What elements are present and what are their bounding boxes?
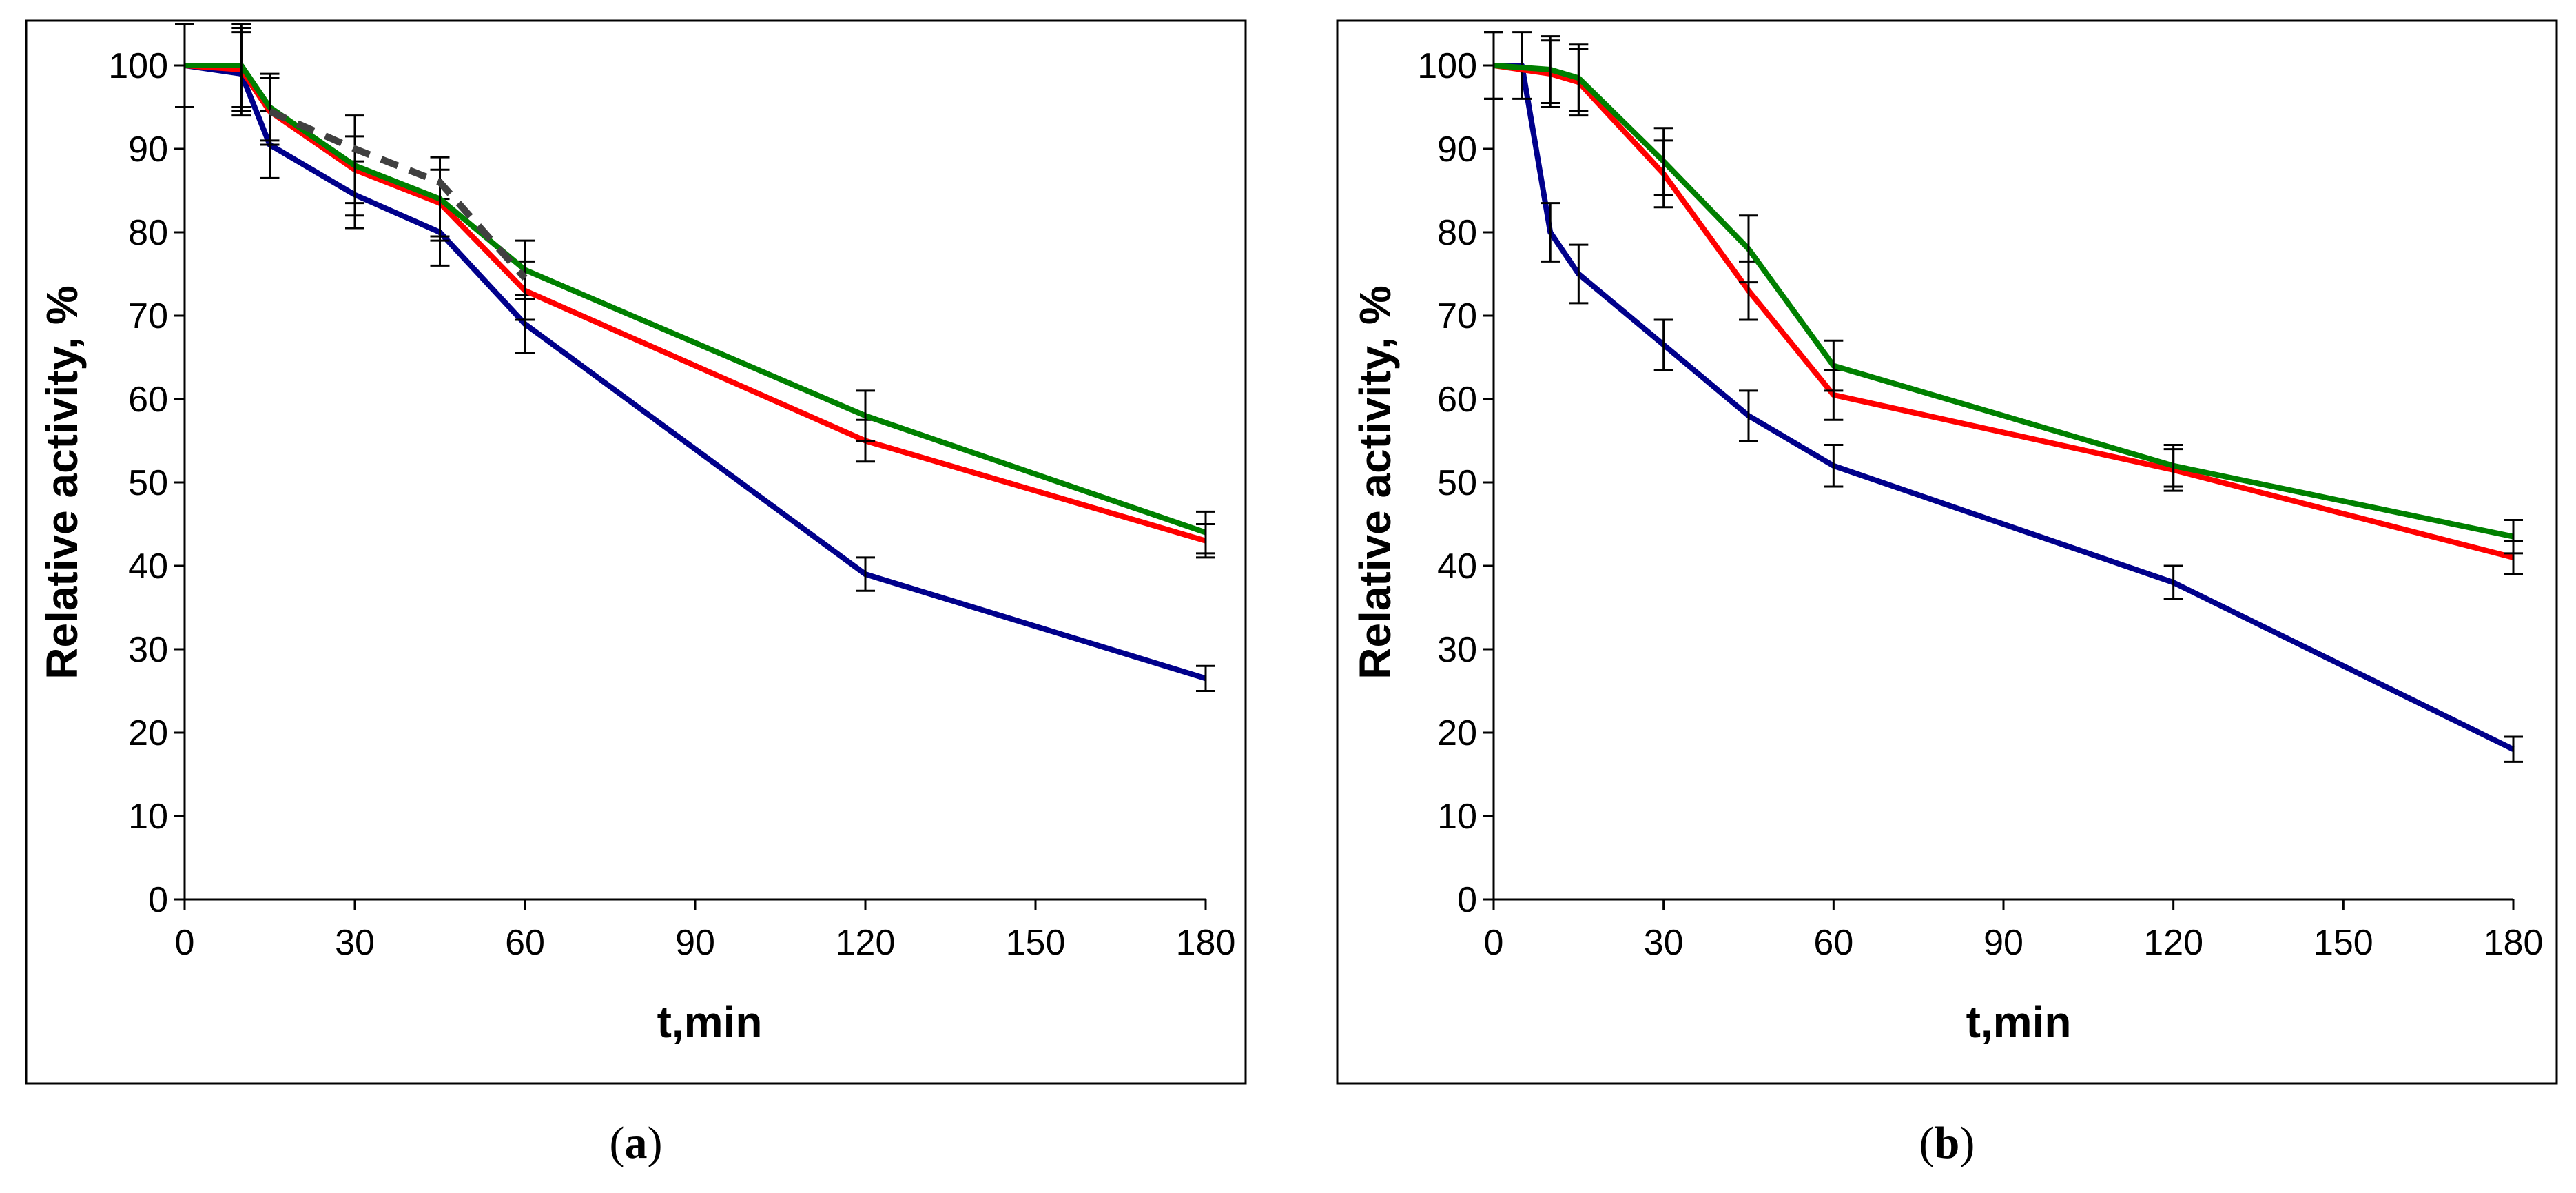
panel-b-series-blue-error-bar [1653, 318, 1673, 371]
panel-b-y-tick-label: 20 [1437, 713, 1477, 753]
panel-a-series-blue-line [184, 63, 1207, 682]
panel-b-series [1484, 31, 2523, 763]
panel-a-series-green-error-bar [231, 23, 251, 108]
panel-a-series-green-line [185, 63, 1207, 536]
panel-a-y-tick-label: 40 [128, 547, 168, 587]
panel-a-y-tick-label: 20 [128, 713, 168, 753]
panel-a-series-green-error-bar [1196, 510, 1215, 555]
panel-a-series-blue-error-bar [1196, 664, 1215, 692]
panel-b-y-tick-label: 40 [1437, 547, 1477, 587]
panel-a-x-tick-label: 120 [836, 923, 896, 963]
panel-b-series-green-error-bar [1541, 35, 1560, 104]
panel-b-x-tick-label: 30 [1644, 923, 1684, 963]
panel-a-y-tick-label: 30 [128, 630, 168, 670]
panel-b-x-axis-title: t,min [1966, 997, 2072, 1047]
panel-b-series-green-error-bar [1739, 214, 1758, 284]
panel-a-x-tick-label: 0 [175, 923, 195, 963]
panel-a-series-green-error-bar [430, 156, 450, 242]
panel-b-series-green-error-bar [1824, 339, 1844, 392]
panel-a-x-ticks: 0 30 60 90 120 150 180 [175, 899, 1236, 963]
panel-b-series-green-error-bar [2504, 518, 2523, 555]
panel-a-series-blue-error-bar [856, 556, 875, 592]
panel-b-y-tick-label: 0 [1457, 880, 1477, 920]
panel-a-y-tick-label: 60 [128, 380, 168, 420]
panel-b-caption-letter: b [1935, 1118, 1960, 1168]
panel-a-series-green-error-bar [260, 72, 280, 142]
panel-b-x-tick-label: 150 [2314, 923, 2373, 963]
panel-b-y-tick-label: 70 [1437, 296, 1477, 336]
panel-a-y-tick-label: 100 [108, 46, 168, 86]
panel-b-y-tick-label: 10 [1437, 797, 1477, 837]
panel-b-series-blue-line [1494, 63, 2515, 752]
panel-b-series-green-error-bar [1569, 43, 1589, 113]
panel-a-x-tick-label: 90 [675, 923, 715, 963]
panel-b-x-tick-label: 180 [2484, 923, 2544, 963]
panel-b-series-blue-error-bar [1739, 389, 1758, 442]
panel-a-y-tick-label: 0 [148, 880, 168, 920]
panel-a-y-axis-title: Relative activity, % [37, 285, 87, 680]
panel-a-series [175, 23, 1215, 692]
panel-b-y-tick-label: 80 [1437, 213, 1477, 253]
panel-b-series-red-line [1493, 63, 2514, 560]
panel-a-y-tick-label: 70 [128, 296, 168, 336]
panel-a-y-tick-label: 90 [128, 130, 168, 170]
panel-a-x-tick-label: 60 [505, 923, 545, 963]
panel-a-y-ticks: 0 10 20 30 40 50 60 70 80 90 100 [108, 46, 185, 920]
panel-a-y-tick-label: 50 [128, 463, 168, 503]
panel-b-series-blue-error-bar [2504, 735, 2523, 763]
panel-a-caption: (a) [610, 1118, 663, 1168]
panel-b-y-tick-label: 50 [1437, 463, 1477, 503]
panel-b-series-blue-error-bar [2163, 564, 2183, 600]
panel-b-series-blue-error-bar [1541, 202, 1560, 263]
panel-a-series-green-error-bar [856, 389, 875, 442]
panel-b-series-blue-error-bar [1824, 444, 1844, 488]
panel-b-y-axis-title: Relative activity, % [1350, 285, 1400, 680]
panel-b-x-tick-label: 60 [1813, 923, 1853, 963]
panel-a-series-green-error-bar [175, 23, 194, 108]
panel-a-x-axis-title: t,min [657, 997, 763, 1047]
panel-a-x-tick-label: 150 [1006, 923, 1066, 963]
panel-b-series-green-error-bar [1484, 31, 1503, 100]
panel-b-series-green-error-bar [1653, 127, 1673, 196]
panel-b-x-tick-label: 120 [2143, 923, 2203, 963]
panel-a-x-tick-label: 30 [335, 923, 375, 963]
panel-b-y-tick-label: 100 [1417, 46, 1477, 86]
panel-b-x-tick-label: 0 [1484, 923, 1504, 963]
panel-b-frame [1336, 19, 2558, 1085]
panel-a-frame [25, 19, 1247, 1085]
panel-b-y-tick-label: 90 [1437, 130, 1477, 170]
panel-b-series-green-line [1493, 63, 2514, 540]
panel-b-x-tick-label: 90 [1983, 923, 2023, 963]
panel-b-caption: (b) [1919, 1118, 1975, 1168]
panel-a-caption-letter: a [625, 1118, 648, 1168]
panel-a-y-tick-label: 80 [128, 213, 168, 253]
panel-b-series-blue-error-bar [1569, 243, 1589, 305]
panel-a-series-green-error-bar [345, 114, 364, 217]
panel-b-x-ticks: 0 30 60 90 120 150 180 [1484, 899, 2544, 963]
panel-b-y-tick-label: 30 [1437, 630, 1477, 670]
panel-b-series-green-error-bar [2163, 444, 2183, 488]
panel-a-x-tick-label: 180 [1176, 923, 1236, 963]
panel-a-series-green-error-bar [515, 239, 535, 300]
panel-a-series-red-line [184, 63, 1207, 544]
panel-b-y-tick-label: 60 [1437, 380, 1477, 420]
panel-a-y-tick-label: 10 [128, 797, 168, 837]
panel-a-series-gray-dashed-line [268, 108, 528, 281]
panel-b-y-ticks: 0 10 20 30 40 50 60 70 80 90 100 [1417, 46, 1494, 920]
